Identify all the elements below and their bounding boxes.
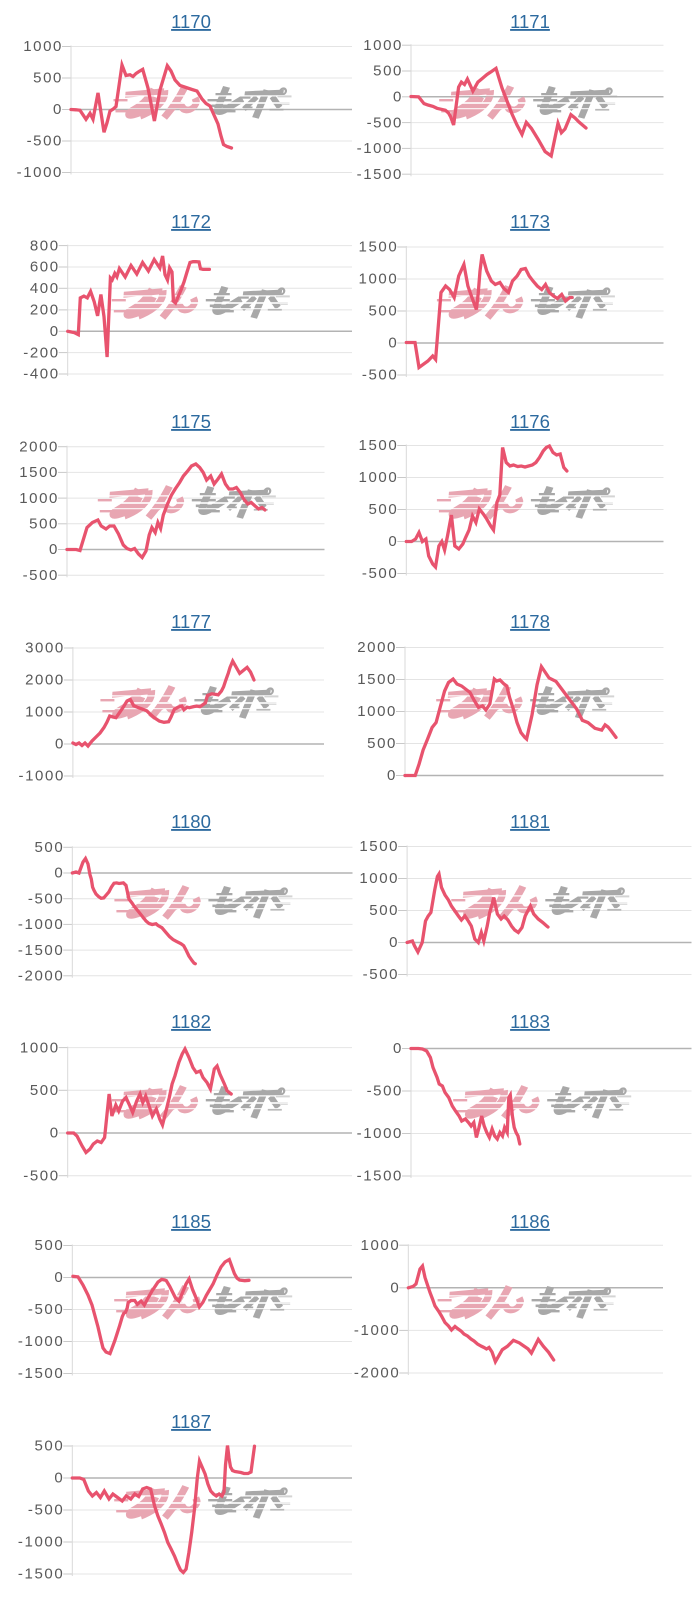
svg-text:-1500: -1500 [357,1168,403,1185]
svg-text:0: 0 [54,865,64,882]
svg-text:500: 500 [368,303,398,320]
svg-text:-500: -500 [363,966,399,983]
svg-text:0: 0 [55,736,65,753]
svg-text:-1000: -1000 [19,768,65,785]
svg-text:400: 400 [30,280,60,297]
svg-text:500: 500 [33,70,63,87]
svg-text:1000: 1000 [359,271,399,288]
svg-text:-400: -400 [23,366,59,383]
svg-text:0: 0 [389,934,399,951]
svg-text:1172: 1172 [171,211,211,232]
svg-text:0: 0 [50,323,60,340]
svg-text:0: 0 [49,541,59,558]
svg-text:1175: 1175 [171,411,211,432]
svg-text:1500: 1500 [359,239,399,256]
svg-text:1000: 1000 [25,704,65,721]
svg-text:-1500: -1500 [357,166,403,183]
svg-text:1173: 1173 [510,211,550,232]
svg-text:600: 600 [30,259,60,276]
svg-text:500: 500 [373,63,403,80]
svg-text:-500: -500 [367,114,403,131]
svg-text:500: 500 [34,839,64,856]
svg-text:1000: 1000 [363,37,403,54]
svg-text:1000: 1000 [20,1039,60,1056]
svg-text:500: 500 [29,516,59,533]
svg-text:0: 0 [54,1470,64,1487]
svg-text:0: 0 [390,1280,400,1297]
svg-text:-500: -500 [23,1167,59,1184]
svg-text:0: 0 [54,1269,64,1286]
svg-text:-1000: -1000 [357,1125,403,1142]
svg-text:3000: 3000 [25,640,65,657]
svg-text:1176: 1176 [510,411,550,432]
svg-text:1000: 1000 [23,38,63,55]
svg-text:-500: -500 [28,890,64,907]
svg-text:1178: 1178 [510,611,550,632]
svg-text:1000: 1000 [361,1237,401,1254]
svg-text:1000: 1000 [19,490,59,507]
svg-text:-500: -500 [367,1083,403,1100]
svg-text:-1500: -1500 [18,1566,64,1583]
svg-text:2000: 2000 [357,639,397,656]
svg-text:-200: -200 [23,344,59,361]
svg-text:0: 0 [393,89,403,106]
svg-text:-500: -500 [362,367,398,384]
svg-text:-2000: -2000 [18,968,64,985]
svg-text:0: 0 [387,767,397,784]
svg-text:800: 800 [30,237,60,254]
svg-text:2000: 2000 [25,672,65,689]
svg-text:1180: 1180 [171,811,211,832]
svg-text:1500: 1500 [19,464,59,481]
svg-text:1000: 1000 [359,870,399,887]
svg-text:0: 0 [388,533,398,550]
svg-text:-500: -500 [28,1301,64,1318]
svg-text:1500: 1500 [359,838,399,855]
svg-text:500: 500 [369,902,399,919]
svg-text:-500: -500 [362,565,398,582]
svg-text:-500: -500 [27,133,63,150]
svg-text:1170: 1170 [171,11,211,32]
svg-text:1182: 1182 [171,1011,211,1032]
svg-text:1187: 1187 [171,1411,211,1432]
svg-text:1177: 1177 [171,611,211,632]
svg-text:1000: 1000 [357,703,397,720]
svg-text:500: 500 [34,1237,64,1254]
svg-text:0: 0 [388,335,398,352]
svg-text:0: 0 [50,1125,60,1142]
svg-text:-1000: -1000 [354,1322,400,1339]
svg-text:2000: 2000 [19,438,59,455]
svg-text:0: 0 [393,1040,403,1057]
svg-text:0: 0 [53,101,63,118]
svg-text:500: 500 [30,1082,60,1099]
svg-text:1500: 1500 [359,437,399,454]
svg-text:500: 500 [367,735,397,752]
svg-text:1000: 1000 [359,469,399,486]
svg-text:-1000: -1000 [357,140,403,157]
svg-text:1186: 1186 [510,1211,550,1232]
svg-text:-500: -500 [28,1502,64,1519]
svg-text:-1500: -1500 [18,942,64,959]
svg-text:-1000: -1000 [18,1333,64,1350]
svg-text:-1000: -1000 [18,1534,64,1551]
svg-text:-500: -500 [23,567,59,584]
svg-text:1185: 1185 [171,1211,211,1232]
svg-text:1183: 1183 [510,1011,550,1032]
svg-text:1181: 1181 [510,811,550,832]
svg-text:200: 200 [30,302,60,319]
svg-text:-2000: -2000 [354,1365,400,1382]
svg-text:-1000: -1000 [18,916,64,933]
svg-text:1171: 1171 [510,11,550,32]
svg-text:-1000: -1000 [17,164,63,181]
svg-text:-1500: -1500 [18,1365,64,1382]
svg-text:1500: 1500 [357,671,397,688]
svg-text:500: 500 [34,1438,64,1455]
svg-text:500: 500 [368,501,398,518]
